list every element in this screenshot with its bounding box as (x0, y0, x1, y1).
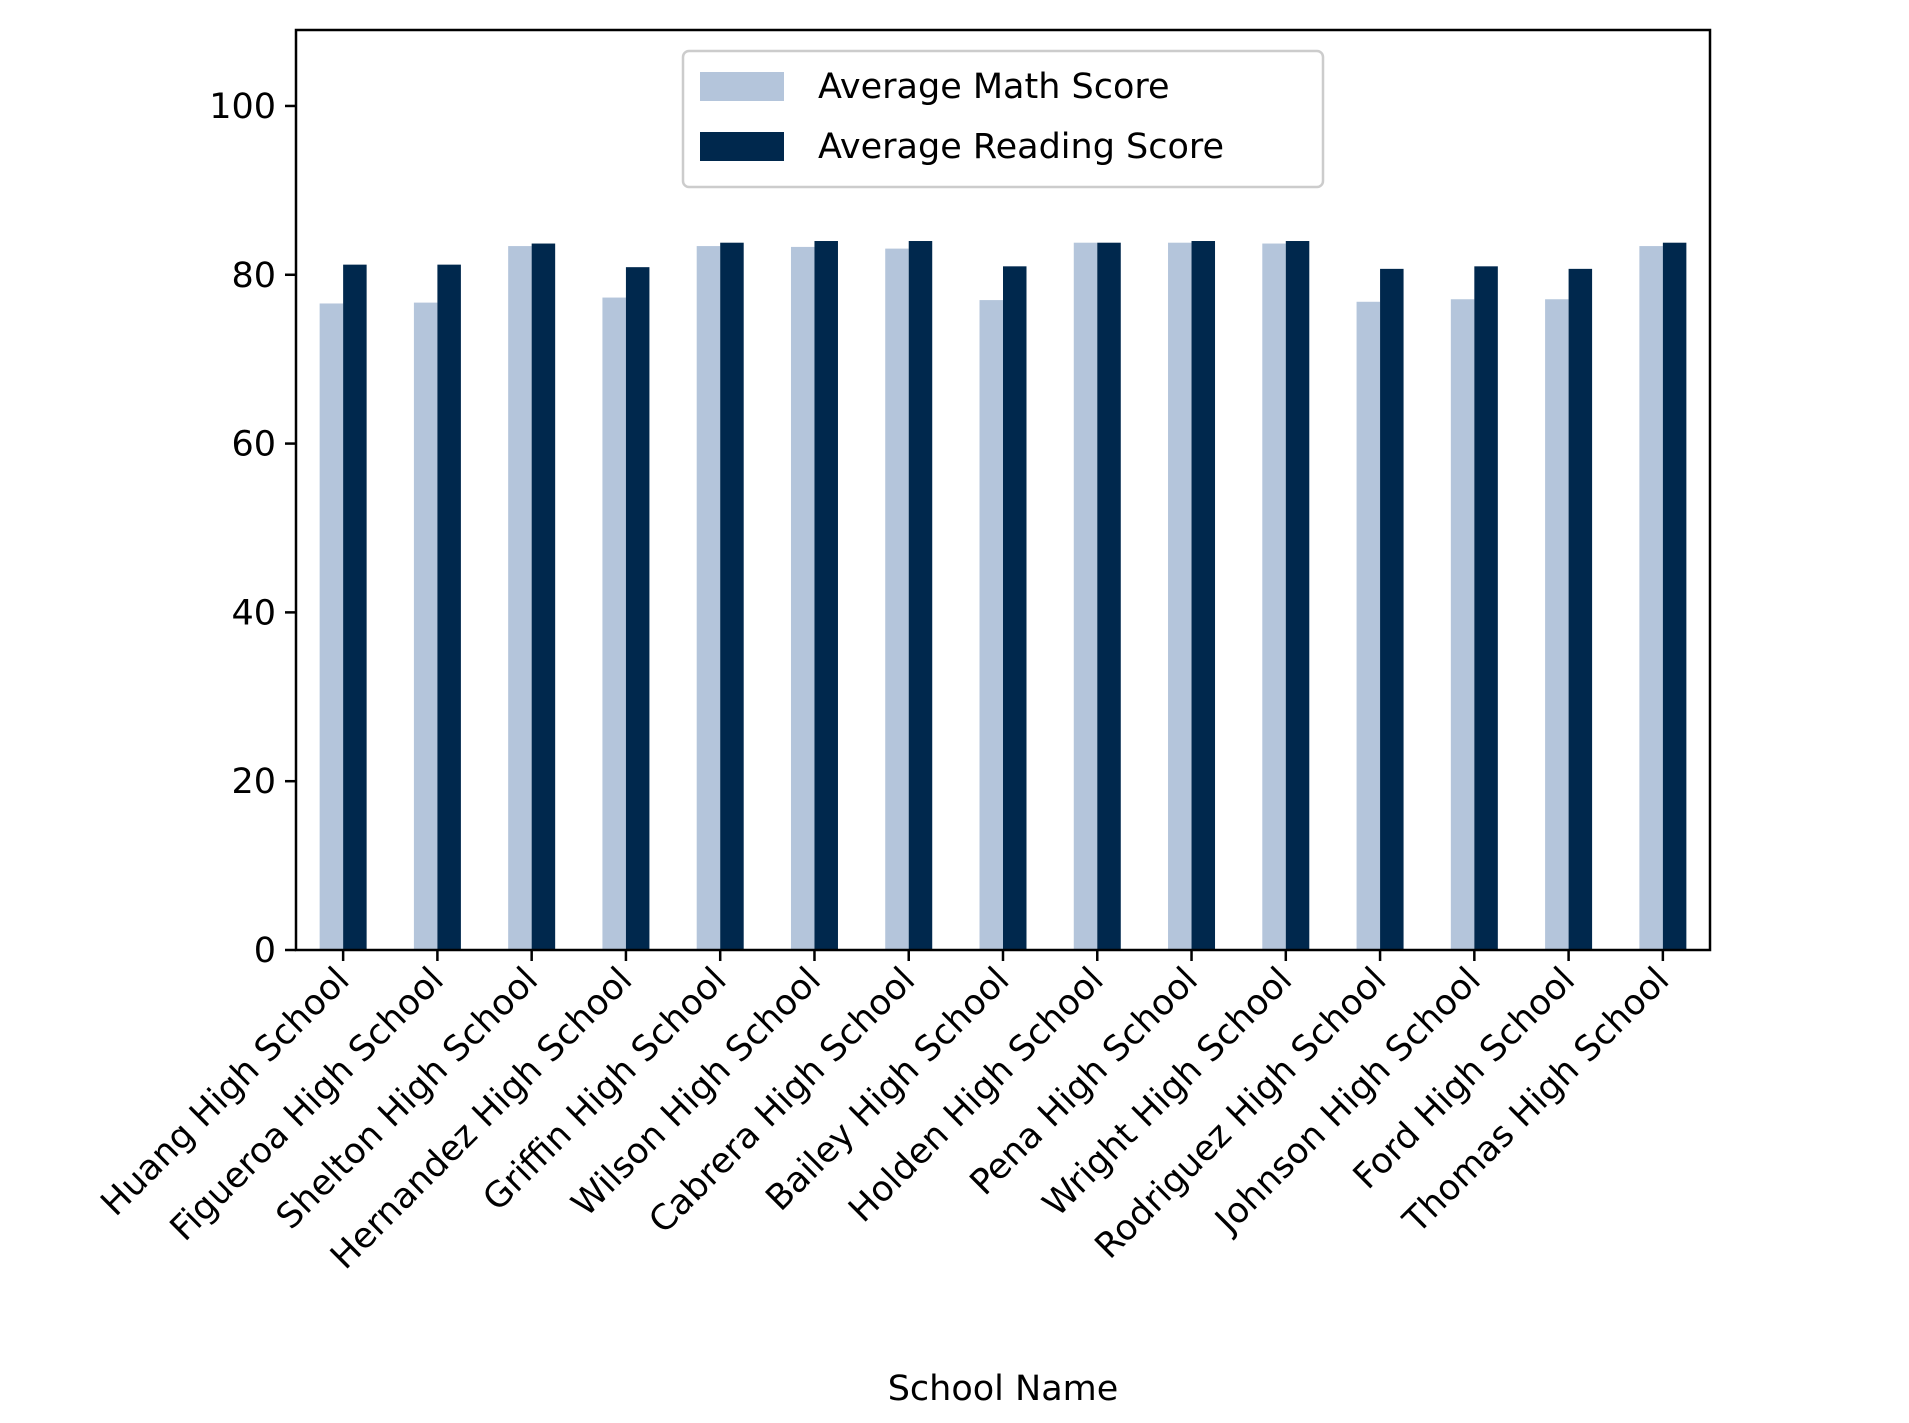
y-tick-label: 60 (231, 425, 276, 465)
y-tick-label: 0 (254, 931, 276, 971)
legend-swatch (700, 72, 784, 101)
bar-reading-score (531, 243, 556, 951)
bar-reading-score (720, 242, 744, 950)
bar-math-score (1450, 299, 1475, 950)
plot-frame (294, 28, 1712, 952)
bar-math-score (1639, 246, 1663, 950)
bar-reading-score (1662, 242, 1687, 950)
bar-reading-score (625, 267, 650, 950)
bar-math-score (696, 246, 721, 950)
bar-reading-score (908, 241, 933, 950)
y-tick-label: 100 (209, 87, 276, 127)
bar-reading-score (1474, 266, 1498, 951)
y-tick-label: 40 (231, 593, 276, 633)
bar-reading-score (1285, 241, 1310, 950)
bar-math-score (885, 248, 909, 951)
bars-group (319, 241, 1687, 951)
legend-label: Average Reading Score (818, 127, 1224, 167)
legend-swatch (700, 132, 784, 161)
bar-reading-score (437, 264, 461, 950)
bar-reading-score (814, 241, 838, 950)
bar-reading-score (1003, 266, 1027, 951)
bar-math-score (1262, 243, 1286, 951)
bar-math-score (1545, 299, 1569, 950)
y-axis: 0 20 40 60 80 100 (209, 87, 296, 971)
y-tick-label: 80 (231, 256, 276, 296)
legend: Average Math Score Average Reading Score (681, 49, 1325, 189)
bar-math-score (1073, 242, 1098, 950)
bar-math-score (602, 297, 626, 950)
bar-reading-score (1380, 268, 1404, 950)
bar-math-score (413, 302, 438, 950)
bar-reading-score (343, 264, 367, 950)
bar-reading-score (1097, 242, 1121, 950)
legend-box (681, 49, 1325, 189)
bar-math-score (319, 303, 344, 951)
x-axis-title: School Name (888, 1369, 1119, 1409)
bar-math-score (1168, 242, 1192, 950)
y-tick-label: 20 (231, 762, 276, 802)
bar-math-score (1356, 301, 1381, 950)
bar-reading-score (1191, 241, 1216, 950)
legend-label: Average Math Score (818, 67, 1170, 107)
bar-math-score (508, 246, 532, 950)
bar-math-score (790, 246, 815, 951)
bar-reading-score (1568, 268, 1593, 950)
bar-math-score (979, 300, 1003, 951)
